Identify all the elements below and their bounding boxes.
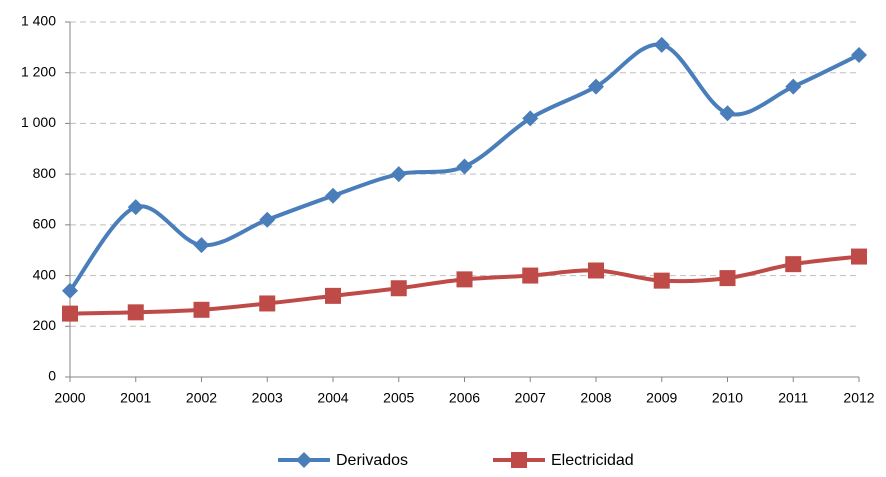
x-tick-label: 2001 <box>120 390 151 406</box>
data-point <box>719 270 736 287</box>
data-point <box>259 295 276 312</box>
y-tick-label: 200 <box>33 317 57 333</box>
data-point <box>653 36 670 53</box>
x-tick-label: 2008 <box>580 390 611 406</box>
x-tick-label: 2010 <box>712 390 743 406</box>
data-point <box>193 237 210 254</box>
data-point <box>325 287 341 304</box>
data-point <box>653 272 670 289</box>
data-point <box>390 280 407 297</box>
x-tick-label: 2012 <box>843 390 874 406</box>
y-tick-label: 1 400 <box>21 13 56 29</box>
legend-marker <box>511 452 527 468</box>
data-point <box>62 305 78 322</box>
x-tick-label: 2004 <box>317 390 348 406</box>
x-tick-label: 2007 <box>515 390 546 406</box>
x-tick-label: 2003 <box>252 390 283 406</box>
y-tick-label: 1 200 <box>21 63 56 79</box>
data-point <box>456 271 473 288</box>
y-tick-label: 800 <box>33 165 57 181</box>
legend-label: Derivados <box>336 452 408 469</box>
x-tick-label: 2011 <box>778 390 808 406</box>
x-tick-label: 2005 <box>383 390 414 406</box>
y-tick-label: 600 <box>33 216 57 232</box>
data-point <box>522 267 539 284</box>
data-point <box>522 110 539 127</box>
x-tick-label: 2000 <box>54 390 85 406</box>
data-point <box>259 211 276 228</box>
data-point <box>785 256 802 273</box>
data-point <box>62 282 78 299</box>
y-tick-label: 1 000 <box>21 114 56 130</box>
data-point <box>127 199 144 216</box>
legend-label: Electricidad <box>551 452 634 469</box>
y-tick-label: 400 <box>33 266 57 282</box>
data-point <box>193 301 210 318</box>
data-point <box>851 248 867 265</box>
data-point <box>851 46 867 63</box>
y-tick-label: 0 <box>48 368 56 384</box>
data-point <box>390 166 407 183</box>
x-tick-label: 2002 <box>186 390 217 406</box>
x-tick-label: 2006 <box>449 390 480 406</box>
data-point <box>785 78 802 95</box>
x-tick-label: 2009 <box>646 390 677 406</box>
data-point <box>127 304 144 321</box>
data-point <box>588 262 604 279</box>
data-point <box>456 158 473 175</box>
data-point <box>588 78 604 95</box>
data-point <box>719 105 736 122</box>
legend-marker <box>296 452 312 468</box>
data-point <box>325 187 341 204</box>
